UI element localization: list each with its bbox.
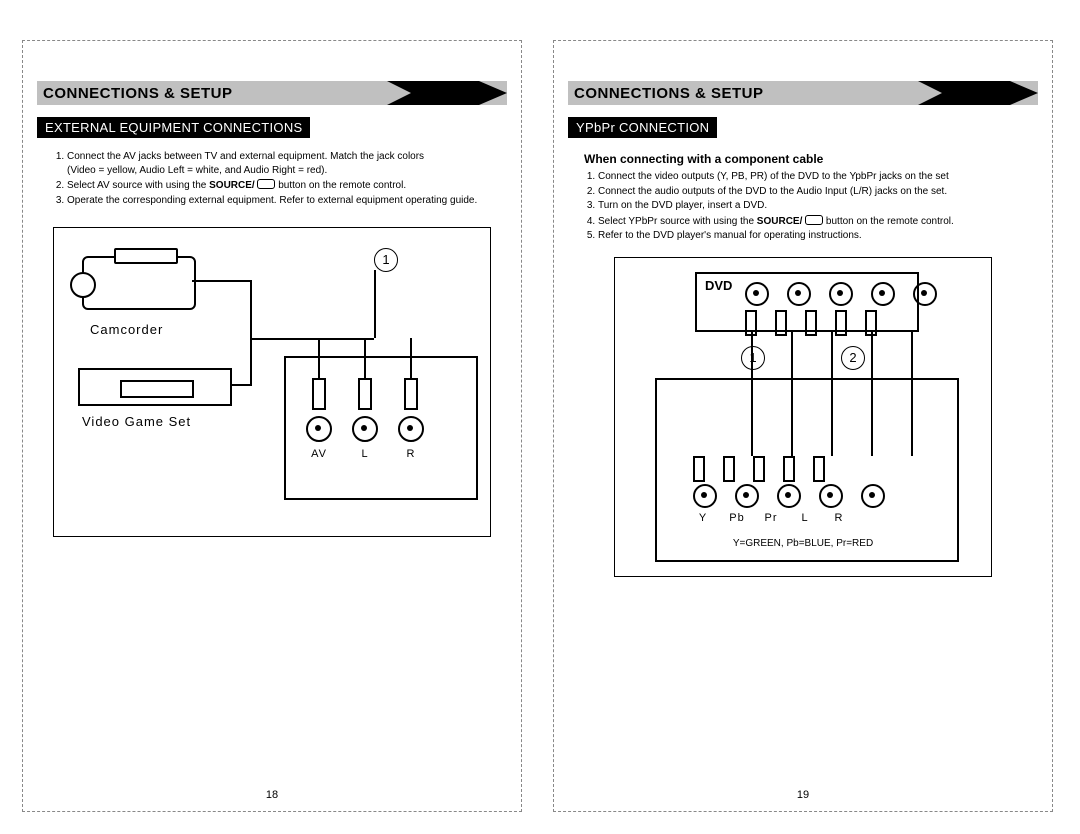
callout-1-left: 1: [374, 248, 398, 272]
banner-title-right: CONNECTIONS & SETUP: [568, 85, 764, 102]
subheader-left: EXTERNAL EQUIPMENT CONNECTIONS: [37, 117, 310, 138]
instructions-right: Connect the video outputs (Y, PB, PR) of…: [584, 170, 1022, 243]
source-icon: [805, 215, 823, 225]
subheader-right: YPbPr CONNECTION: [568, 117, 717, 138]
component-cable-heading: When connecting with a component cable: [584, 152, 1052, 166]
banner-arrow-right: [918, 81, 1038, 105]
right-step-1: Connect the video outputs (Y, PB, PR) of…: [598, 170, 1022, 184]
left-step-1: Connect the AV jacks between TV and exte…: [67, 150, 491, 177]
page-18: CONNECTIONS & SETUP EXTERNAL EQUIPMENT C…: [22, 40, 522, 812]
right-step-4: Select YPbPr source with using the SOURC…: [598, 214, 1022, 229]
video-game-set-label: Video Game Set: [82, 414, 191, 429]
tv-jacks: [693, 484, 885, 508]
video-game-set-icon: [78, 368, 232, 406]
camcorder-label: Camcorder: [90, 322, 163, 337]
tv-plugs: [693, 456, 825, 486]
diagram-right: DVD 1 2 Y Pb Pr L R Y=GREEN, Pb=BLUE, Pr…: [614, 257, 992, 577]
section-banner-left: CONNECTIONS & SETUP: [37, 81, 507, 105]
source-icon: [257, 179, 275, 189]
dvd-jacks: [745, 282, 937, 306]
callout-1-right: 1: [741, 346, 765, 370]
color-legend: Y=GREEN, Pb=BLUE, Pr=RED: [615, 538, 991, 549]
instructions-left: Connect the AV jacks between TV and exte…: [53, 150, 491, 207]
tv-jack-labels: Y Pb Pr L R: [693, 512, 849, 524]
dvd-label: DVD: [705, 278, 732, 293]
left-step-2: Select AV source with using the SOURCE/ …: [67, 178, 491, 193]
right-step-2: Connect the audio outputs of the DVD to …: [598, 185, 1022, 199]
diagram-left: Camcorder Video Game Set 1 AV L R: [53, 227, 491, 537]
right-step-3: Turn on the DVD player, insert a DVD.: [598, 199, 1022, 213]
camcorder-icon: [82, 256, 196, 310]
page-19: CONNECTIONS & SETUP YPbPr CONNECTION Whe…: [553, 40, 1053, 812]
left-step-3: Operate the corresponding external equip…: [67, 194, 491, 208]
jack-l: L: [350, 378, 380, 460]
jack-r: R: [396, 378, 426, 460]
page-number-19: 19: [554, 789, 1052, 801]
right-step-5: Refer to the DVD player's manual for ope…: [598, 229, 1022, 243]
section-banner-right: CONNECTIONS & SETUP: [568, 81, 1038, 105]
callout-2-right: 2: [841, 346, 865, 370]
page-number-18: 18: [23, 789, 521, 801]
banner-arrow-left: [387, 81, 507, 105]
jack-av: AV: [304, 378, 334, 460]
banner-title-left: CONNECTIONS & SETUP: [37, 85, 233, 102]
dvd-plugs: [745, 306, 877, 336]
